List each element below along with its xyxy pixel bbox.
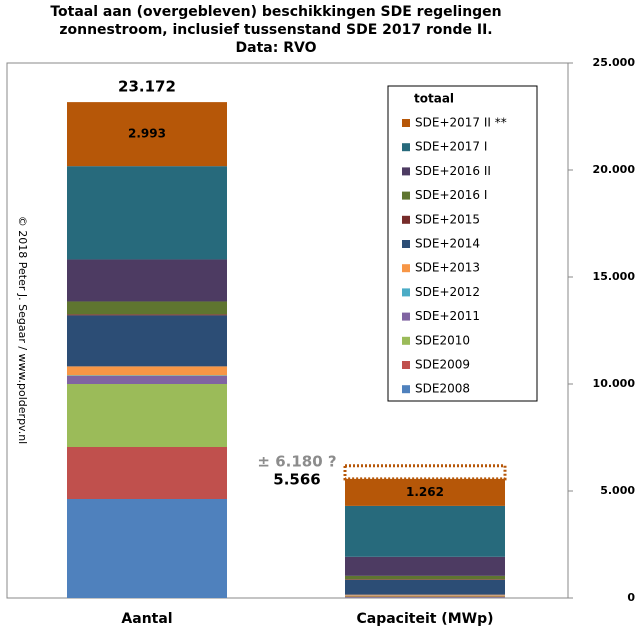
bar-segment	[67, 375, 227, 376]
legend-label: SDE+2016 II	[415, 164, 491, 178]
bar-segment	[345, 556, 505, 576]
legend-label: SDE+2017 II **	[415, 116, 507, 130]
copyright: © 2018 Peter J. Segaar / www.polderpv.nl	[16, 216, 29, 444]
legend-label: SDE+2013	[415, 261, 480, 275]
legend-swatch	[402, 215, 410, 224]
estimate-label: ± 6.180 ?	[257, 453, 336, 471]
estimate-box	[343, 464, 507, 481]
legend-swatch	[402, 119, 410, 127]
chart-title: zonnestroom, inclusief tussenstand SDE 2…	[59, 22, 492, 38]
total-label: 23.172	[118, 78, 176, 96]
legend-swatch	[402, 264, 410, 273]
bar-segment	[67, 375, 227, 384]
total-label: 5.566	[273, 471, 320, 489]
legend-label: SDE+2017 I	[415, 140, 487, 154]
legend-label: SDE2010	[415, 333, 470, 347]
chart-title: Totaal aan (overgebleven) beschikkingen …	[50, 4, 501, 20]
legend-label: SDE+2012	[415, 285, 480, 299]
legend	[387, 85, 538, 402]
legend-swatch	[402, 143, 410, 152]
legend-swatch	[402, 361, 410, 369]
bar-segment	[67, 384, 227, 448]
bar-segment	[67, 166, 227, 260]
x-tick-label: Capaciteit (MWp)	[356, 611, 493, 627]
legend-swatch	[402, 336, 410, 345]
y-tick-label: 20.000	[593, 163, 636, 176]
legend-swatch	[402, 240, 410, 248]
bar-segment	[345, 579, 505, 580]
y-tick-label: 0	[627, 591, 635, 604]
bar-segment	[345, 597, 505, 598]
bar-segment	[67, 447, 227, 500]
y-tick-label: 10.000	[593, 377, 636, 390]
legend-swatch	[402, 167, 410, 176]
x-tick-label: Aantal	[121, 611, 172, 627]
bar-segment	[67, 366, 227, 376]
bar-segment	[67, 301, 227, 315]
data-label: 1.262	[406, 485, 444, 499]
bar-segment	[345, 596, 505, 598]
bar-segment	[345, 478, 505, 506]
legend-label: SDE+2015	[415, 212, 480, 226]
legend-swatch	[402, 312, 410, 321]
bar-segment	[67, 314, 227, 316]
bar-segment	[345, 505, 505, 557]
bar-segment	[67, 259, 227, 302]
bar-segment	[67, 102, 227, 167]
legend-swatch	[402, 385, 410, 394]
data-label: 2.993	[128, 127, 166, 141]
legend-title: totaal	[414, 92, 454, 106]
y-tick-label: 25.000	[593, 56, 636, 69]
bar-segment	[345, 575, 505, 580]
bar-segment	[67, 315, 227, 367]
y-tick-label: 15.000	[593, 270, 636, 283]
y-tick-label: 5.000	[600, 484, 635, 497]
legend-label: SDE2008	[415, 382, 470, 396]
legend-label: SDE+2011	[415, 309, 480, 323]
chart-title: Data: RVO	[236, 40, 317, 56]
bar-segment	[345, 579, 505, 595]
legend-swatch	[402, 191, 410, 200]
legend-label: SDE+2014	[415, 237, 480, 251]
legend-label: SDE2009	[415, 358, 470, 372]
bar-segment	[345, 594, 505, 596]
legend-label: SDE+2016 I	[415, 188, 487, 202]
legend-swatch	[402, 288, 410, 297]
bar-segment	[345, 595, 505, 597]
bar-segment	[67, 499, 227, 598]
